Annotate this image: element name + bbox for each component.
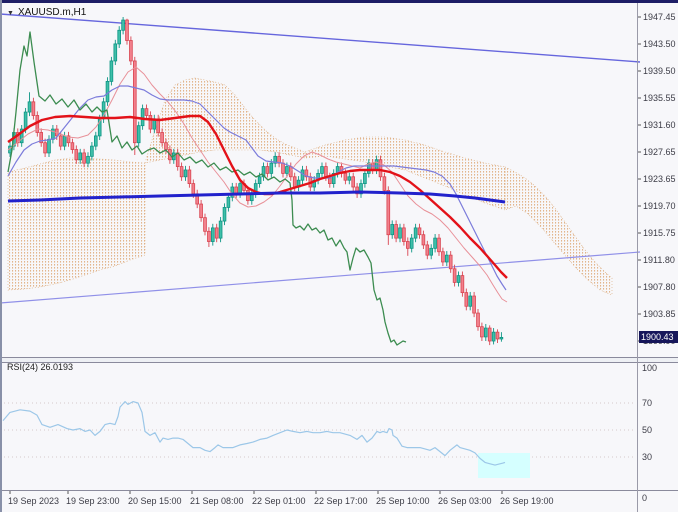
rsi-scale-label: 70	[642, 398, 653, 408]
trendline[interactable]	[0, 251, 641, 304]
price-axis-label: 1903.85	[643, 309, 676, 319]
ichimoku-cloud	[144, 77, 306, 164]
price-axis-label: 1907.80	[643, 282, 676, 292]
price-axis-label: 1923.65	[643, 174, 676, 184]
window-top-border	[0, 0, 678, 3]
time-axis-label: 22 Sep 01:00	[252, 496, 306, 506]
window-left-border	[0, 0, 2, 512]
chevron-down-icon[interactable]: ▼	[7, 10, 14, 17]
time-axis-label: 26 Sep 03:00	[438, 496, 492, 506]
time-axis-label: 25 Sep 10:00	[376, 496, 430, 506]
price-axis-label: 1939.50	[643, 66, 676, 76]
current-price-tag: 1900.43	[639, 331, 678, 343]
time-axis-label: 20 Sep 15:00	[128, 496, 182, 506]
price-axis-label: 1935.55	[643, 93, 676, 103]
trendline[interactable]	[0, 13, 641, 63]
rsi-line	[2, 401, 506, 466]
rsi-scale-label: 30	[642, 452, 653, 462]
time-axis-label: 26 Sep 19:00	[500, 496, 554, 506]
rsi-scale-label: 50	[642, 425, 653, 435]
rsi-oversold-highlight	[478, 453, 530, 478]
price-axis-label: 1947.45	[643, 12, 676, 22]
time-axis-label: 19 Sep 23:00	[66, 496, 120, 506]
time-axis-separator	[0, 490, 678, 491]
pane-separator[interactable]	[0, 357, 678, 363]
price-axis-label: 1911.80	[643, 255, 675, 265]
price-axis-label: 1919.70	[643, 201, 676, 211]
chart-title: XAUUSD.m,H1	[17, 7, 87, 18]
kijun-sen-line	[7, 85, 507, 291]
price-axis-label: 1915.75	[643, 228, 676, 238]
rsi-scale-label: 100	[642, 363, 658, 373]
rsi-indicator-label: RSI(24) 26.0193	[7, 362, 74, 372]
chart-title-bar: ▼ XAUUSD.m,H1	[7, 7, 86, 18]
price-axis-label: 1927.65	[643, 147, 676, 157]
ichimoku-cloud	[504, 166, 613, 296]
ma-slow-blue-line	[7, 190, 506, 204]
ichimoku-cloud	[7, 157, 146, 291]
price-axis-label: 1943.50	[643, 39, 676, 49]
price-axis-separator	[637, 0, 638, 512]
chikou-span-line	[7, 31, 407, 346]
rsi-scale-label: 0	[642, 492, 648, 503]
price-axis-label: 1931.60	[643, 120, 676, 130]
time-axis-label: 22 Sep 17:00	[314, 496, 368, 506]
ichimoku-cloud	[304, 136, 506, 211]
time-axis-label: 19 Sep 2023	[8, 496, 60, 506]
time-axis-label: 21 Sep 08:00	[190, 496, 244, 506]
